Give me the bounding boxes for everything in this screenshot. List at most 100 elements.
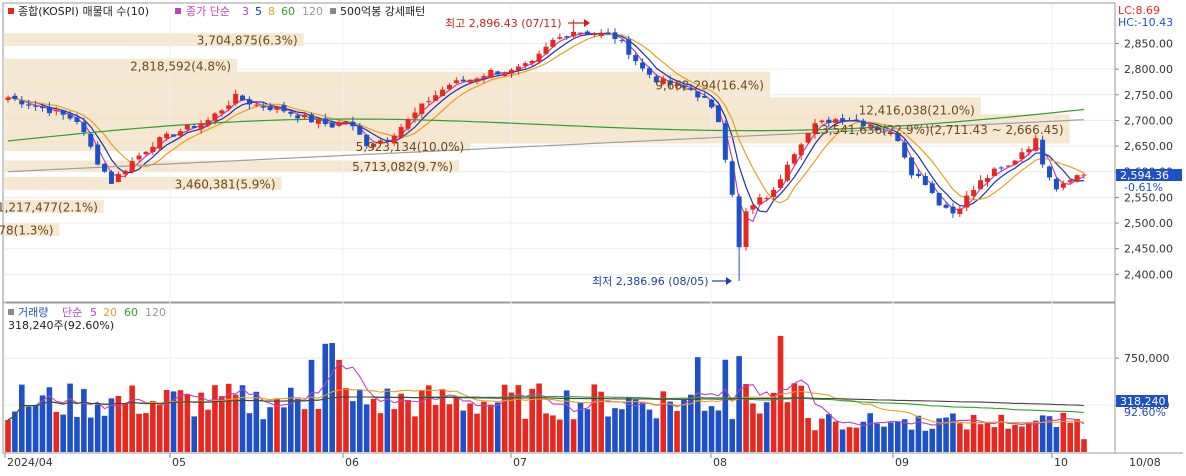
price-tick-label: 2,750.00 bbox=[1124, 89, 1173, 102]
vol-ma120-line bbox=[7, 396, 1085, 421]
volume-bar bbox=[1032, 420, 1039, 452]
volume-bar bbox=[874, 423, 880, 452]
candle-body bbox=[177, 131, 183, 136]
volume-bar bbox=[184, 394, 191, 452]
volume-bar bbox=[694, 357, 701, 452]
volume-bar bbox=[950, 413, 956, 452]
candle-body bbox=[1047, 166, 1053, 178]
candle-body bbox=[67, 114, 73, 119]
volume-bar bbox=[1046, 416, 1053, 452]
volume-bar bbox=[1019, 426, 1025, 452]
candle-body bbox=[764, 198, 770, 200]
ma-period-3: 3 bbox=[242, 5, 249, 18]
candle-body bbox=[184, 124, 190, 130]
volume-bar bbox=[460, 410, 467, 452]
hc-value: HC:-10.43 bbox=[1118, 16, 1173, 29]
candle-body bbox=[522, 63, 528, 66]
candle-body bbox=[60, 110, 66, 115]
candle-body bbox=[233, 93, 239, 104]
volume-bar bbox=[543, 413, 549, 452]
volume-bar bbox=[122, 403, 129, 452]
candle-body bbox=[164, 133, 170, 139]
volume-bar bbox=[253, 391, 260, 452]
date-tick-label: 06 bbox=[345, 456, 359, 469]
candle-body bbox=[778, 179, 784, 188]
candle-body bbox=[591, 33, 597, 35]
candle-body bbox=[39, 106, 45, 108]
candle-body bbox=[819, 120, 825, 123]
volume-bar bbox=[212, 385, 218, 452]
volume-bar bbox=[356, 390, 363, 452]
vol-ma-period-60: 60 bbox=[124, 306, 138, 319]
candle-body bbox=[81, 122, 87, 133]
volume-bar bbox=[501, 384, 508, 452]
volume-bar bbox=[674, 411, 680, 452]
candle-body bbox=[157, 137, 163, 149]
candle-body bbox=[440, 89, 446, 97]
candle-body bbox=[371, 143, 377, 147]
volume-bar bbox=[860, 421, 867, 452]
candle-body bbox=[909, 157, 915, 176]
volume-profile-label: 1,217,477(2.1%) bbox=[0, 200, 98, 214]
volume-bar bbox=[336, 360, 342, 452]
candle-body bbox=[33, 105, 39, 107]
candle-body bbox=[267, 106, 273, 111]
candle-body bbox=[143, 151, 149, 155]
volume-bar bbox=[308, 359, 315, 452]
volume-bar bbox=[363, 404, 370, 452]
volume-bar bbox=[453, 396, 460, 452]
last-volume: 318,240 bbox=[1120, 395, 1166, 408]
candle-body bbox=[791, 154, 797, 164]
candle-body bbox=[964, 195, 970, 208]
volume-bar bbox=[32, 404, 39, 452]
candle-body bbox=[426, 101, 432, 103]
candle-body bbox=[115, 173, 121, 183]
candle-body bbox=[495, 71, 501, 75]
volume-bar bbox=[294, 398, 301, 452]
candle-body bbox=[322, 118, 328, 125]
price-axis: 2,850.00 2,800.00 2,750.00 2,700.00 2,650.00… bbox=[1115, 37, 1173, 281]
volume-bar bbox=[943, 417, 949, 452]
price-pane-frame bbox=[2, 2, 1116, 303]
candle-body bbox=[653, 76, 659, 83]
candle-body bbox=[667, 80, 673, 85]
volume-bar bbox=[232, 394, 239, 452]
volume-bar bbox=[839, 429, 846, 452]
volume-bar bbox=[488, 404, 494, 452]
volume-bar bbox=[129, 385, 135, 452]
volume-bar bbox=[936, 418, 942, 452]
volume-bar bbox=[446, 404, 453, 452]
candle-body bbox=[26, 104, 32, 106]
volume-bar bbox=[39, 395, 46, 452]
candle-body bbox=[915, 173, 921, 176]
candle-body bbox=[853, 119, 859, 121]
chart-title: 종합(KOSPI) 매물대 수(10) bbox=[18, 5, 149, 18]
volume-bar bbox=[529, 388, 536, 452]
volume-profile-bar bbox=[4, 33, 304, 47]
candle-body bbox=[502, 73, 508, 76]
last-price-box bbox=[1116, 169, 1182, 181]
last-volume-pct: 92.60% bbox=[1124, 406, 1166, 419]
candle-body bbox=[646, 68, 652, 75]
volume-bar bbox=[701, 410, 708, 452]
volume-bar bbox=[412, 416, 418, 452]
volume-bar bbox=[757, 413, 763, 452]
candle-body bbox=[557, 37, 563, 39]
volume-bar bbox=[246, 413, 253, 452]
volume-ma-lines bbox=[7, 362, 1085, 427]
last-volume-box bbox=[1116, 395, 1168, 407]
volume-bar bbox=[150, 400, 156, 452]
candle-body bbox=[846, 120, 852, 122]
volume-bar bbox=[301, 409, 308, 452]
candle-body bbox=[1019, 152, 1025, 160]
candle-body bbox=[874, 127, 880, 131]
volume-profile-label: 12,416,038(21.0%) bbox=[859, 104, 975, 118]
date-tick-label: 09 bbox=[895, 456, 909, 469]
candle-body bbox=[433, 95, 439, 101]
volume-bar bbox=[405, 399, 411, 452]
volume-bar bbox=[108, 398, 115, 452]
candle-body bbox=[750, 205, 756, 210]
candle-body bbox=[798, 144, 804, 156]
volume-bar bbox=[274, 398, 280, 452]
candle-body bbox=[805, 132, 811, 143]
